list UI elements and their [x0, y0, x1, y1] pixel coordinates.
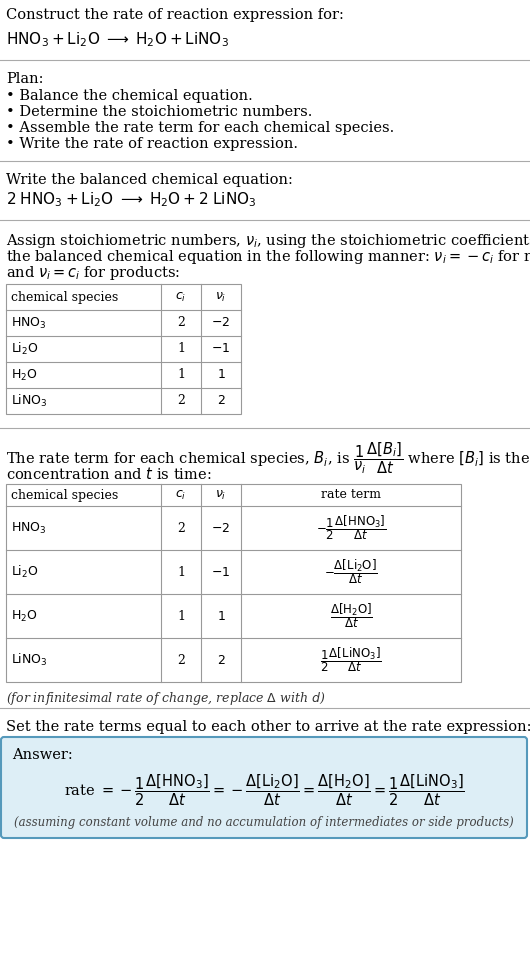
Text: $2$: $2$ [217, 395, 225, 408]
Text: 1: 1 [177, 610, 185, 622]
Text: $2$: $2$ [217, 654, 225, 666]
Text: 1: 1 [177, 368, 185, 381]
Text: 1: 1 [177, 565, 185, 578]
Text: and $\nu_i = c_i$ for products:: and $\nu_i = c_i$ for products: [6, 264, 180, 282]
Text: The rate term for each chemical species, $B_i$, is $\dfrac{1}{\nu_i}\dfrac{\Delt: The rate term for each chemical species,… [6, 440, 530, 475]
Text: $\mathrm{HNO_3 + Li_2O \;\longrightarrow\; H_2O + LiNO_3}$: $\mathrm{HNO_3 + Li_2O \;\longrightarrow… [6, 30, 229, 49]
Text: $\mathrm{HNO_3}$: $\mathrm{HNO_3}$ [11, 316, 47, 330]
Text: concentration and $t$ is time:: concentration and $t$ is time: [6, 466, 211, 482]
Bar [6, 284, 241, 414]
Text: $\mathrm{LiNO_3}$: $\mathrm{LiNO_3}$ [11, 652, 48, 668]
Text: rate term: rate term [321, 488, 381, 502]
Text: • Balance the chemical equation.: • Balance the chemical equation. [6, 89, 253, 103]
Text: $-\dfrac{\Delta[\mathrm{Li_2O}]}{\Delta t}$: $-\dfrac{\Delta[\mathrm{Li_2O}]}{\Delta … [324, 558, 378, 586]
Text: $-2$: $-2$ [211, 317, 231, 329]
Text: (assuming constant volume and no accumulation of intermediates or side products): (assuming constant volume and no accumul… [14, 816, 514, 829]
Text: 2: 2 [177, 654, 185, 666]
Bar [6, 484, 461, 682]
Text: $-1$: $-1$ [211, 342, 231, 356]
Text: rate $= -\dfrac{1}{2}\dfrac{\Delta[\mathrm{HNO_3}]}{\Delta t} = -\dfrac{\Delta[\: rate $= -\dfrac{1}{2}\dfrac{\Delta[\math… [64, 772, 464, 808]
Text: (for infinitesimal rate of change, replace $\Delta$ with $d$): (for infinitesimal rate of change, repla… [6, 690, 325, 707]
Text: $\mathrm{HNO_3}$: $\mathrm{HNO_3}$ [11, 520, 47, 535]
Text: $\nu_i$: $\nu_i$ [215, 488, 227, 502]
Text: chemical species: chemical species [11, 488, 118, 502]
Text: $-1$: $-1$ [211, 565, 231, 578]
Text: $\mathrm{H_2O}$: $\mathrm{H_2O}$ [11, 368, 38, 382]
Text: 2: 2 [177, 395, 185, 408]
Text: • Determine the stoichiometric numbers.: • Determine the stoichiometric numbers. [6, 105, 312, 119]
Text: $\mathrm{H_2O}$: $\mathrm{H_2O}$ [11, 609, 38, 623]
FancyBboxPatch shape [1, 737, 527, 838]
Text: Set the rate terms equal to each other to arrive at the rate expression:: Set the rate terms equal to each other t… [6, 720, 530, 734]
Text: $-2$: $-2$ [211, 521, 231, 534]
Text: chemical species: chemical species [11, 290, 118, 304]
Text: $1$: $1$ [217, 368, 225, 381]
Text: 2: 2 [177, 521, 185, 534]
Text: $\dfrac{\Delta[\mathrm{H_2O}]}{\Delta t}$: $\dfrac{\Delta[\mathrm{H_2O}]}{\Delta t}… [330, 602, 373, 630]
Text: • Write the rate of reaction expression.: • Write the rate of reaction expression. [6, 137, 298, 151]
Text: $c_i$: $c_i$ [175, 488, 187, 502]
Text: Assign stoichiometric numbers, $\nu_i$, using the stoichiometric coefficients, $: Assign stoichiometric numbers, $\nu_i$, … [6, 232, 530, 250]
Text: $\mathrm{Li_2O}$: $\mathrm{Li_2O}$ [11, 341, 39, 357]
Text: Construct the rate of reaction expression for:: Construct the rate of reaction expressio… [6, 8, 344, 22]
Text: $\nu_i$: $\nu_i$ [215, 290, 227, 304]
Text: the balanced chemical equation in the following manner: $\nu_i = -c_i$ for react: the balanced chemical equation in the fo… [6, 248, 530, 266]
Text: Write the balanced chemical equation:: Write the balanced chemical equation: [6, 173, 293, 187]
Text: $1$: $1$ [217, 610, 225, 622]
Text: $\mathrm{2\; HNO_3 + Li_2O \;\longrightarrow\; H_2O + 2\; LiNO_3}$: $\mathrm{2\; HNO_3 + Li_2O \;\longrighta… [6, 190, 257, 209]
Text: $-\dfrac{1}{2}\dfrac{\Delta[\mathrm{HNO_3}]}{\Delta t}$: $-\dfrac{1}{2}\dfrac{\Delta[\mathrm{HNO_… [316, 514, 386, 542]
Text: 2: 2 [177, 317, 185, 329]
Text: $\mathrm{Li_2O}$: $\mathrm{Li_2O}$ [11, 564, 39, 580]
Text: $\dfrac{1}{2}\dfrac{\Delta[\mathrm{LiNO_3}]}{\Delta t}$: $\dfrac{1}{2}\dfrac{\Delta[\mathrm{LiNO_… [320, 646, 382, 674]
Text: $c_i$: $c_i$ [175, 290, 187, 304]
Text: Answer:: Answer: [12, 748, 73, 762]
Text: Plan:: Plan: [6, 72, 43, 86]
Text: 1: 1 [177, 342, 185, 356]
Text: $\mathrm{LiNO_3}$: $\mathrm{LiNO_3}$ [11, 393, 48, 409]
Text: • Assemble the rate term for each chemical species.: • Assemble the rate term for each chemic… [6, 121, 394, 135]
